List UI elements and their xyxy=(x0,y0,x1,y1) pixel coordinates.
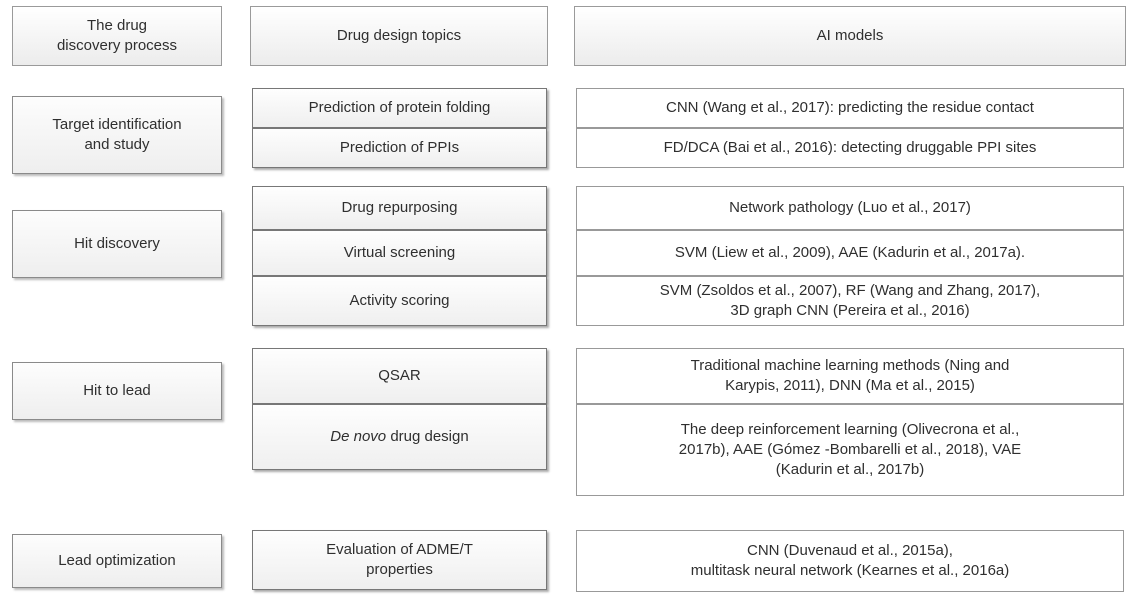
text-line: Drug design topics xyxy=(336,27,462,44)
topic-box: Prediction of PPIs xyxy=(252,128,547,168)
text-line: properties xyxy=(366,561,433,578)
model-box: SVM (Zsoldos et al., 2007), RF (Wang and… xyxy=(576,276,1124,326)
stage-box: Hit to lead xyxy=(12,362,222,420)
stage-box: Lead optimization xyxy=(12,534,222,588)
text-line: Target identification xyxy=(52,116,182,133)
text-line: Prediction of protein folding xyxy=(308,99,491,116)
text-line: multitask neural network (Kearnes et al.… xyxy=(690,562,1010,579)
model-box: FD/DCA (Bai et al., 2016): detecting dru… xyxy=(576,128,1124,168)
text-line: Hit to lead xyxy=(83,382,151,399)
text-line: Hit discovery xyxy=(74,235,160,252)
text-line: Karypis, 2011), DNN (Ma et al., 2015) xyxy=(725,377,975,394)
text-line: The deep reinforcement learning (Olivecr… xyxy=(680,421,1020,438)
text-line: AI models xyxy=(816,27,884,44)
text-line: QSAR xyxy=(378,367,421,384)
text-line: CNN (Duvenaud et al., 2015a), xyxy=(747,542,953,559)
topic-box: Prediction of protein folding xyxy=(252,88,547,128)
topic-box: Drug repurposing xyxy=(252,186,547,230)
text-line: (Kadurin et al., 2017b) xyxy=(775,461,925,478)
text-line: Traditional machine learning methods (Ni… xyxy=(690,357,1010,374)
text-line: 3D graph CNN (Pereira et al., 2016) xyxy=(730,302,970,319)
text-line: Prediction of PPIs xyxy=(339,139,460,156)
topic-box: Virtual screening xyxy=(252,230,547,276)
text-line: Lead optimization xyxy=(58,552,176,569)
topic-box: Evaluation of ADME/T properties xyxy=(252,530,547,590)
text-line: and study xyxy=(84,136,150,153)
stage-box: Hit discovery xyxy=(12,210,222,278)
text-line: SVM (Liew et al., 2009), AAE (Kadurin et… xyxy=(674,244,1026,261)
text-line: discovery process xyxy=(56,37,178,54)
text-line: FD/DCA (Bai et al., 2016): detecting dru… xyxy=(663,139,1037,156)
model-box: SVM (Liew et al., 2009), AAE (Kadurin et… xyxy=(576,230,1124,276)
header-topics: Drug design topics xyxy=(250,6,548,66)
text-line: SVM (Zsoldos et al., 2007), RF (Wang and… xyxy=(659,282,1041,299)
model-box: CNN (Duvenaud et al., 2015a), multitask n… xyxy=(576,530,1124,592)
text-line: Drug repurposing xyxy=(341,199,458,216)
model-box: Network pathology (Luo et al., 2017) xyxy=(576,186,1124,230)
text-line: 2017b), AAE (Gómez -Bombarelli et al., 2… xyxy=(678,441,1022,458)
text-line: The drug xyxy=(86,17,148,34)
text: drug design xyxy=(390,428,469,445)
model-box: CNN (Wang et al., 2017): predicting the … xyxy=(576,88,1124,128)
text-line: De novo drug design xyxy=(330,427,468,447)
topic-box: QSAR xyxy=(252,348,547,404)
topic-box: Activity scoring xyxy=(252,276,547,326)
topic-box: De novo drug design xyxy=(252,404,547,470)
text-line: Virtual screening xyxy=(343,244,456,261)
stage-box: Target identification and study xyxy=(12,96,222,174)
text-line: Network pathology (Luo et al., 2017) xyxy=(729,199,971,216)
model-box: The deep reinforcement learning (Olivecr… xyxy=(576,404,1124,496)
model-box: Traditional machine learning methods (Ni… xyxy=(576,348,1124,404)
text-line: Evaluation of ADME/T xyxy=(326,541,473,558)
header-models: AI models xyxy=(574,6,1126,66)
text-line: CNN (Wang et al., 2017): predicting the … xyxy=(666,99,1034,116)
text-line: Activity scoring xyxy=(349,292,450,309)
italic-text: De novo xyxy=(330,428,387,445)
header-stage: The drug discovery process xyxy=(12,6,222,66)
